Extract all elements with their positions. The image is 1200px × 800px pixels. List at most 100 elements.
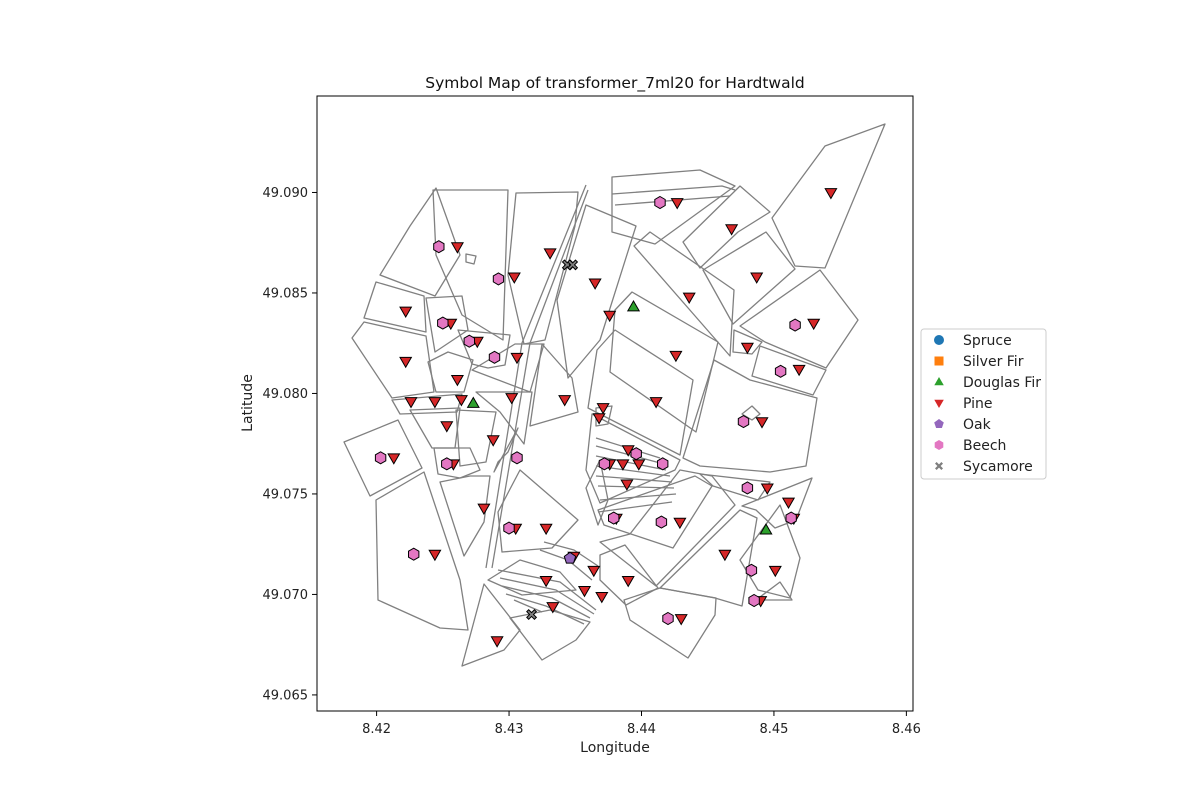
beech-marker: [630, 447, 642, 461]
pine-marker: [486, 435, 500, 447]
parcel-polygon: [595, 445, 665, 465]
parcel-polygon: [475, 391, 533, 445]
pine-marker: [670, 198, 684, 210]
x-tick-label: 8.42: [362, 722, 391, 737]
pine-marker: [477, 503, 491, 516]
pine-marker: [577, 586, 592, 598]
pine-marker: [404, 397, 418, 409]
parcel-polygon: [439, 475, 491, 557]
parcel-polygon: [543, 541, 599, 567]
pine-marker: [546, 602, 560, 614]
plot-frame: [316, 95, 914, 712]
pine-marker: [750, 272, 764, 284]
pine-marker: [543, 248, 557, 260]
parcel-polygon: [633, 231, 735, 357]
pine-marker: [440, 421, 454, 433]
legend-oak-marker: [934, 419, 944, 428]
pine-marker: [588, 278, 602, 290]
beech-marker: [774, 364, 787, 378]
pine-marker: [674, 614, 688, 626]
parcel-polygon: [427, 351, 474, 393]
parcel-polygon: [587, 329, 694, 456]
parcel-polygon: [611, 185, 736, 195]
y-axis: 49.065 49.070 49.075 49.080 49.085 49.090: [263, 186, 317, 703]
douglas-fir-marker: [759, 523, 773, 535]
legend-pine-marker: [934, 399, 944, 408]
legend-sycamore-marker: [935, 462, 943, 470]
pine-marker: [490, 636, 504, 648]
beech-marker: [654, 195, 666, 210]
pine-marker: [632, 459, 646, 471]
tree-markers: [374, 188, 838, 648]
beech-marker: [748, 593, 760, 608]
parcel-polygon: [741, 477, 813, 529]
pine-marker: [450, 375, 464, 387]
parcel-polygon: [751, 345, 827, 396]
pine-marker: [450, 242, 464, 254]
pine-marker: [454, 395, 468, 407]
pine-marker: [507, 272, 521, 284]
sycamore-marker: [567, 259, 579, 271]
parcel-polygon: [755, 581, 793, 601]
parcel-polygon: [509, 609, 591, 661]
y-tick-label: 49.080: [263, 387, 309, 402]
parcel-polygon: [702, 231, 796, 325]
pine-marker: [807, 318, 821, 331]
beech-marker: [408, 547, 420, 561]
x-tick-label: 8.46: [892, 722, 921, 737]
pine-marker: [603, 310, 617, 323]
beech-marker: [437, 316, 449, 330]
x-tick-label: 8.43: [495, 722, 524, 737]
parcel-polygon: [343, 419, 423, 497]
parcel-polygon: [487, 559, 577, 596]
parcel-polygon: [375, 471, 469, 631]
pine-marker: [428, 549, 442, 562]
beech-marker: [657, 457, 669, 471]
parcel-polygon: [507, 191, 579, 345]
beech-marker: [503, 521, 515, 535]
pine-marker: [792, 364, 806, 377]
parcel-polygon: [609, 291, 719, 433]
beech-marker: [488, 350, 501, 364]
parcel-polygon: [501, 585, 591, 619]
parcel-polygon: [379, 187, 461, 297]
pine-marker: [510, 352, 524, 365]
chart-title: Symbol Map of transformer_7ml20 for Hard…: [425, 74, 804, 93]
pine-marker: [399, 356, 413, 369]
beech-marker: [598, 457, 611, 471]
y-tick-label: 49.090: [263, 186, 309, 201]
legend-silver-fir-marker: [934, 356, 944, 366]
pine-marker: [616, 459, 630, 471]
parcel-polygon: [771, 123, 886, 269]
parcel-polygon: [465, 253, 477, 265]
plot-area-background: [317, 96, 913, 711]
parcel-polygon: [391, 393, 463, 415]
parcel-polygon: [682, 185, 771, 269]
parcel-polygon: [505, 593, 585, 625]
beech-marker: [492, 272, 505, 286]
x-tick-label: 8.45: [759, 722, 788, 737]
parcel-polygon: [363, 281, 427, 333]
parcel-polygon: [351, 321, 435, 399]
parcel-polygon: [485, 184, 587, 569]
y-tick-label: 49.065: [263, 688, 309, 703]
legend-beech-marker: [934, 440, 944, 450]
parcel-polygon: [597, 485, 675, 489]
parcel-polygon: [595, 475, 673, 483]
parcel-polygon: [599, 469, 736, 587]
parcel-polygon: [741, 405, 761, 421]
beech-marker: [433, 240, 445, 254]
legend: Spruce Silver Fir Douglas Fir Pine Oak Beech S…: [920, 328, 1047, 480]
pine-marker: [669, 350, 683, 363]
parcel-polygon: [599, 493, 677, 501]
beech-marker: [511, 451, 523, 465]
legend-douglas-fir-label: Douglas Fir: [963, 375, 1041, 391]
legend-box: [920, 328, 1047, 480]
douglas-fir-marker: [466, 396, 480, 408]
legend-beech-label: Beech: [963, 438, 1006, 454]
legend-douglas-fir-marker: [934, 377, 944, 386]
legend-spruce-marker: [934, 335, 944, 345]
parcel-polygon: [493, 427, 519, 473]
x-axis-label: Longitude: [580, 740, 650, 756]
parcel-polygon: [732, 329, 763, 355]
